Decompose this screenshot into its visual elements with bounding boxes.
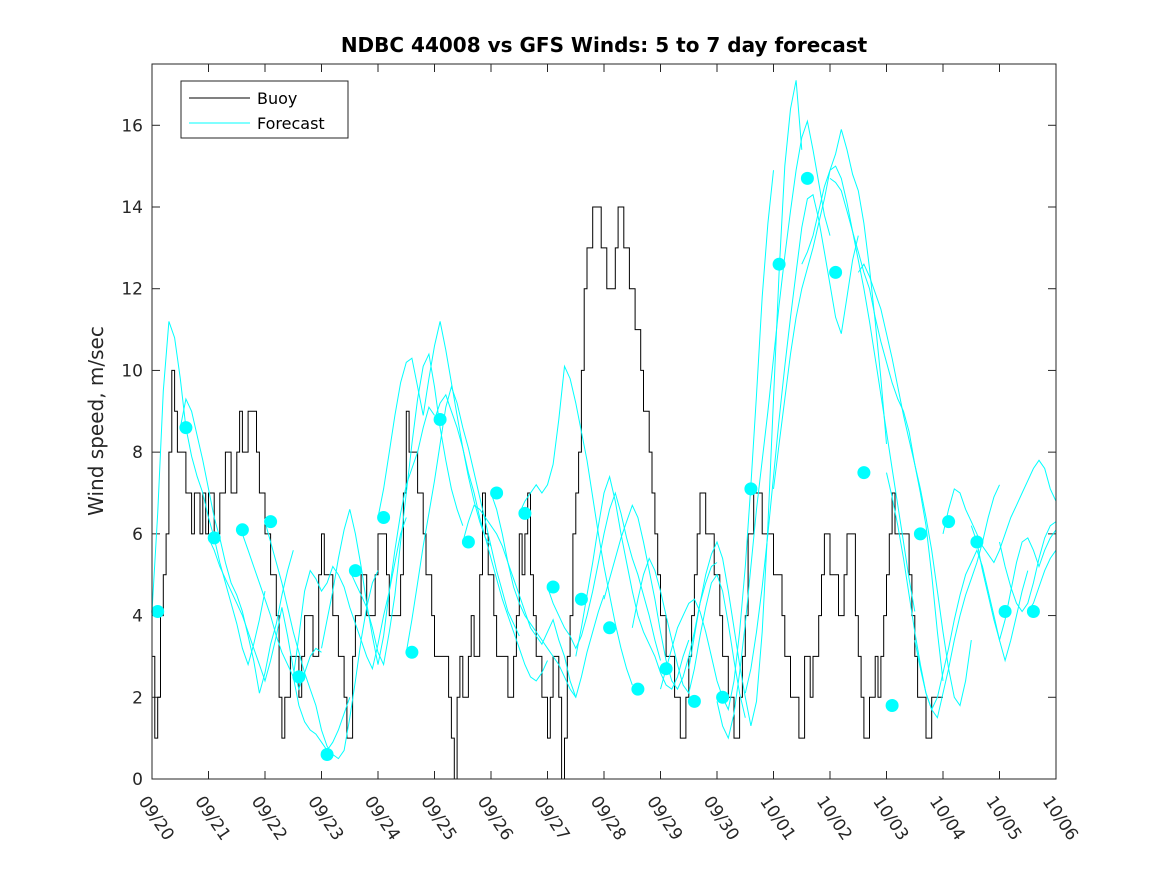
legend-box: [180, 80, 349, 139]
forecast-marker: [377, 511, 391, 524]
forecast-series: [151, 80, 1057, 760]
forecast-marker: [207, 531, 221, 545]
forecast-marker: [264, 515, 278, 529]
forecast-marker: [1026, 605, 1040, 618]
forecast-line: [999, 521, 1057, 613]
forecast-line: [434, 393, 548, 682]
forecast-marker: [490, 486, 504, 500]
forecast-line: [377, 321, 492, 547]
y-tick-label: 16: [121, 116, 143, 136]
forecast-marker: [659, 662, 673, 676]
forecast-line: [349, 352, 464, 667]
forecast-marker: [631, 682, 645, 696]
forecast-line: [547, 491, 661, 661]
forecast-line: [688, 80, 803, 727]
forecast-marker: [574, 592, 588, 606]
forecast-marker: [603, 621, 617, 635]
y-tick-labels: 0 2 4 6 8 10 12 14 16: [121, 116, 143, 790]
forecast-marker: [179, 421, 193, 435]
forecast-marker: [348, 564, 362, 578]
y-tick-label: 0: [132, 770, 143, 790]
forecast-marker: [151, 605, 165, 618]
plot-area: [152, 64, 1056, 779]
forecast-line: [829, 177, 944, 681]
forecast-line: [405, 385, 520, 653]
forecast-line: [264, 521, 379, 760]
forecast-line: [631, 557, 746, 718]
forecast-marker: [687, 694, 701, 708]
forecast-line: [1027, 549, 1057, 612]
forecast-line: [518, 364, 633, 686]
y-tick-label: 4: [132, 607, 143, 627]
forecast-marker: [829, 265, 843, 279]
legend: Buoy Forecast: [180, 80, 349, 139]
forecast-marker: [235, 523, 249, 537]
forecast-line: [914, 548, 1029, 711]
forecast-line: [942, 459, 1057, 564]
buoy-series: [152, 206, 943, 780]
buoy-line: [152, 206, 943, 780]
forecast-line: [744, 193, 859, 694]
y-tick-label: 2: [132, 688, 143, 708]
forecast-marker: [970, 535, 984, 549]
y-tick-label: 12: [121, 280, 143, 300]
chart-title: NDBC 44008 vs GFS Winds: 5 to 7 day fore…: [341, 33, 868, 57]
legend-buoy-label: Buoy: [257, 89, 297, 108]
forecast-marker: [461, 535, 475, 549]
forecast-line: [801, 165, 916, 612]
forecast-marker: [772, 257, 786, 271]
forecast-line: [857, 263, 972, 707]
forecast-marker: [913, 527, 927, 541]
forecast-line: [970, 525, 1057, 642]
forecast-marker: [800, 171, 814, 185]
y-tick-label: 14: [121, 198, 143, 218]
forecast-line: [886, 472, 1000, 719]
y-axis-label: Wind speed, m/sec: [84, 326, 108, 516]
forecast-markers: [151, 171, 1040, 761]
forecast-marker: [744, 482, 758, 496]
forecast-marker: [885, 699, 899, 712]
plot-frame: [151, 63, 1057, 780]
y-tick-label: 8: [132, 443, 143, 463]
y-tick-label: 10: [121, 361, 143, 381]
forecast-marker: [942, 515, 956, 529]
forecast-marker: [433, 413, 447, 426]
forecast-marker: [716, 690, 730, 704]
forecast-marker: [292, 670, 306, 684]
forecast-marker: [320, 748, 334, 761]
forecast-marker: [857, 466, 871, 480]
forecast-marker: [405, 645, 419, 659]
forecast-line: [151, 321, 266, 667]
forecast-line: [462, 504, 577, 698]
forecast-line: [575, 474, 690, 690]
forecast-marker: [546, 580, 560, 594]
forecast-line: [292, 517, 407, 677]
forecast-line: [716, 119, 831, 740]
forecast-line: [490, 492, 605, 699]
forecast-marker: [518, 506, 532, 520]
forecast-marker: [998, 605, 1012, 618]
y-tick-label: 6: [132, 525, 143, 545]
legend-forecast-label: Forecast: [257, 114, 325, 133]
forecast-line: [321, 406, 435, 665]
forecast-line: [660, 170, 774, 712]
